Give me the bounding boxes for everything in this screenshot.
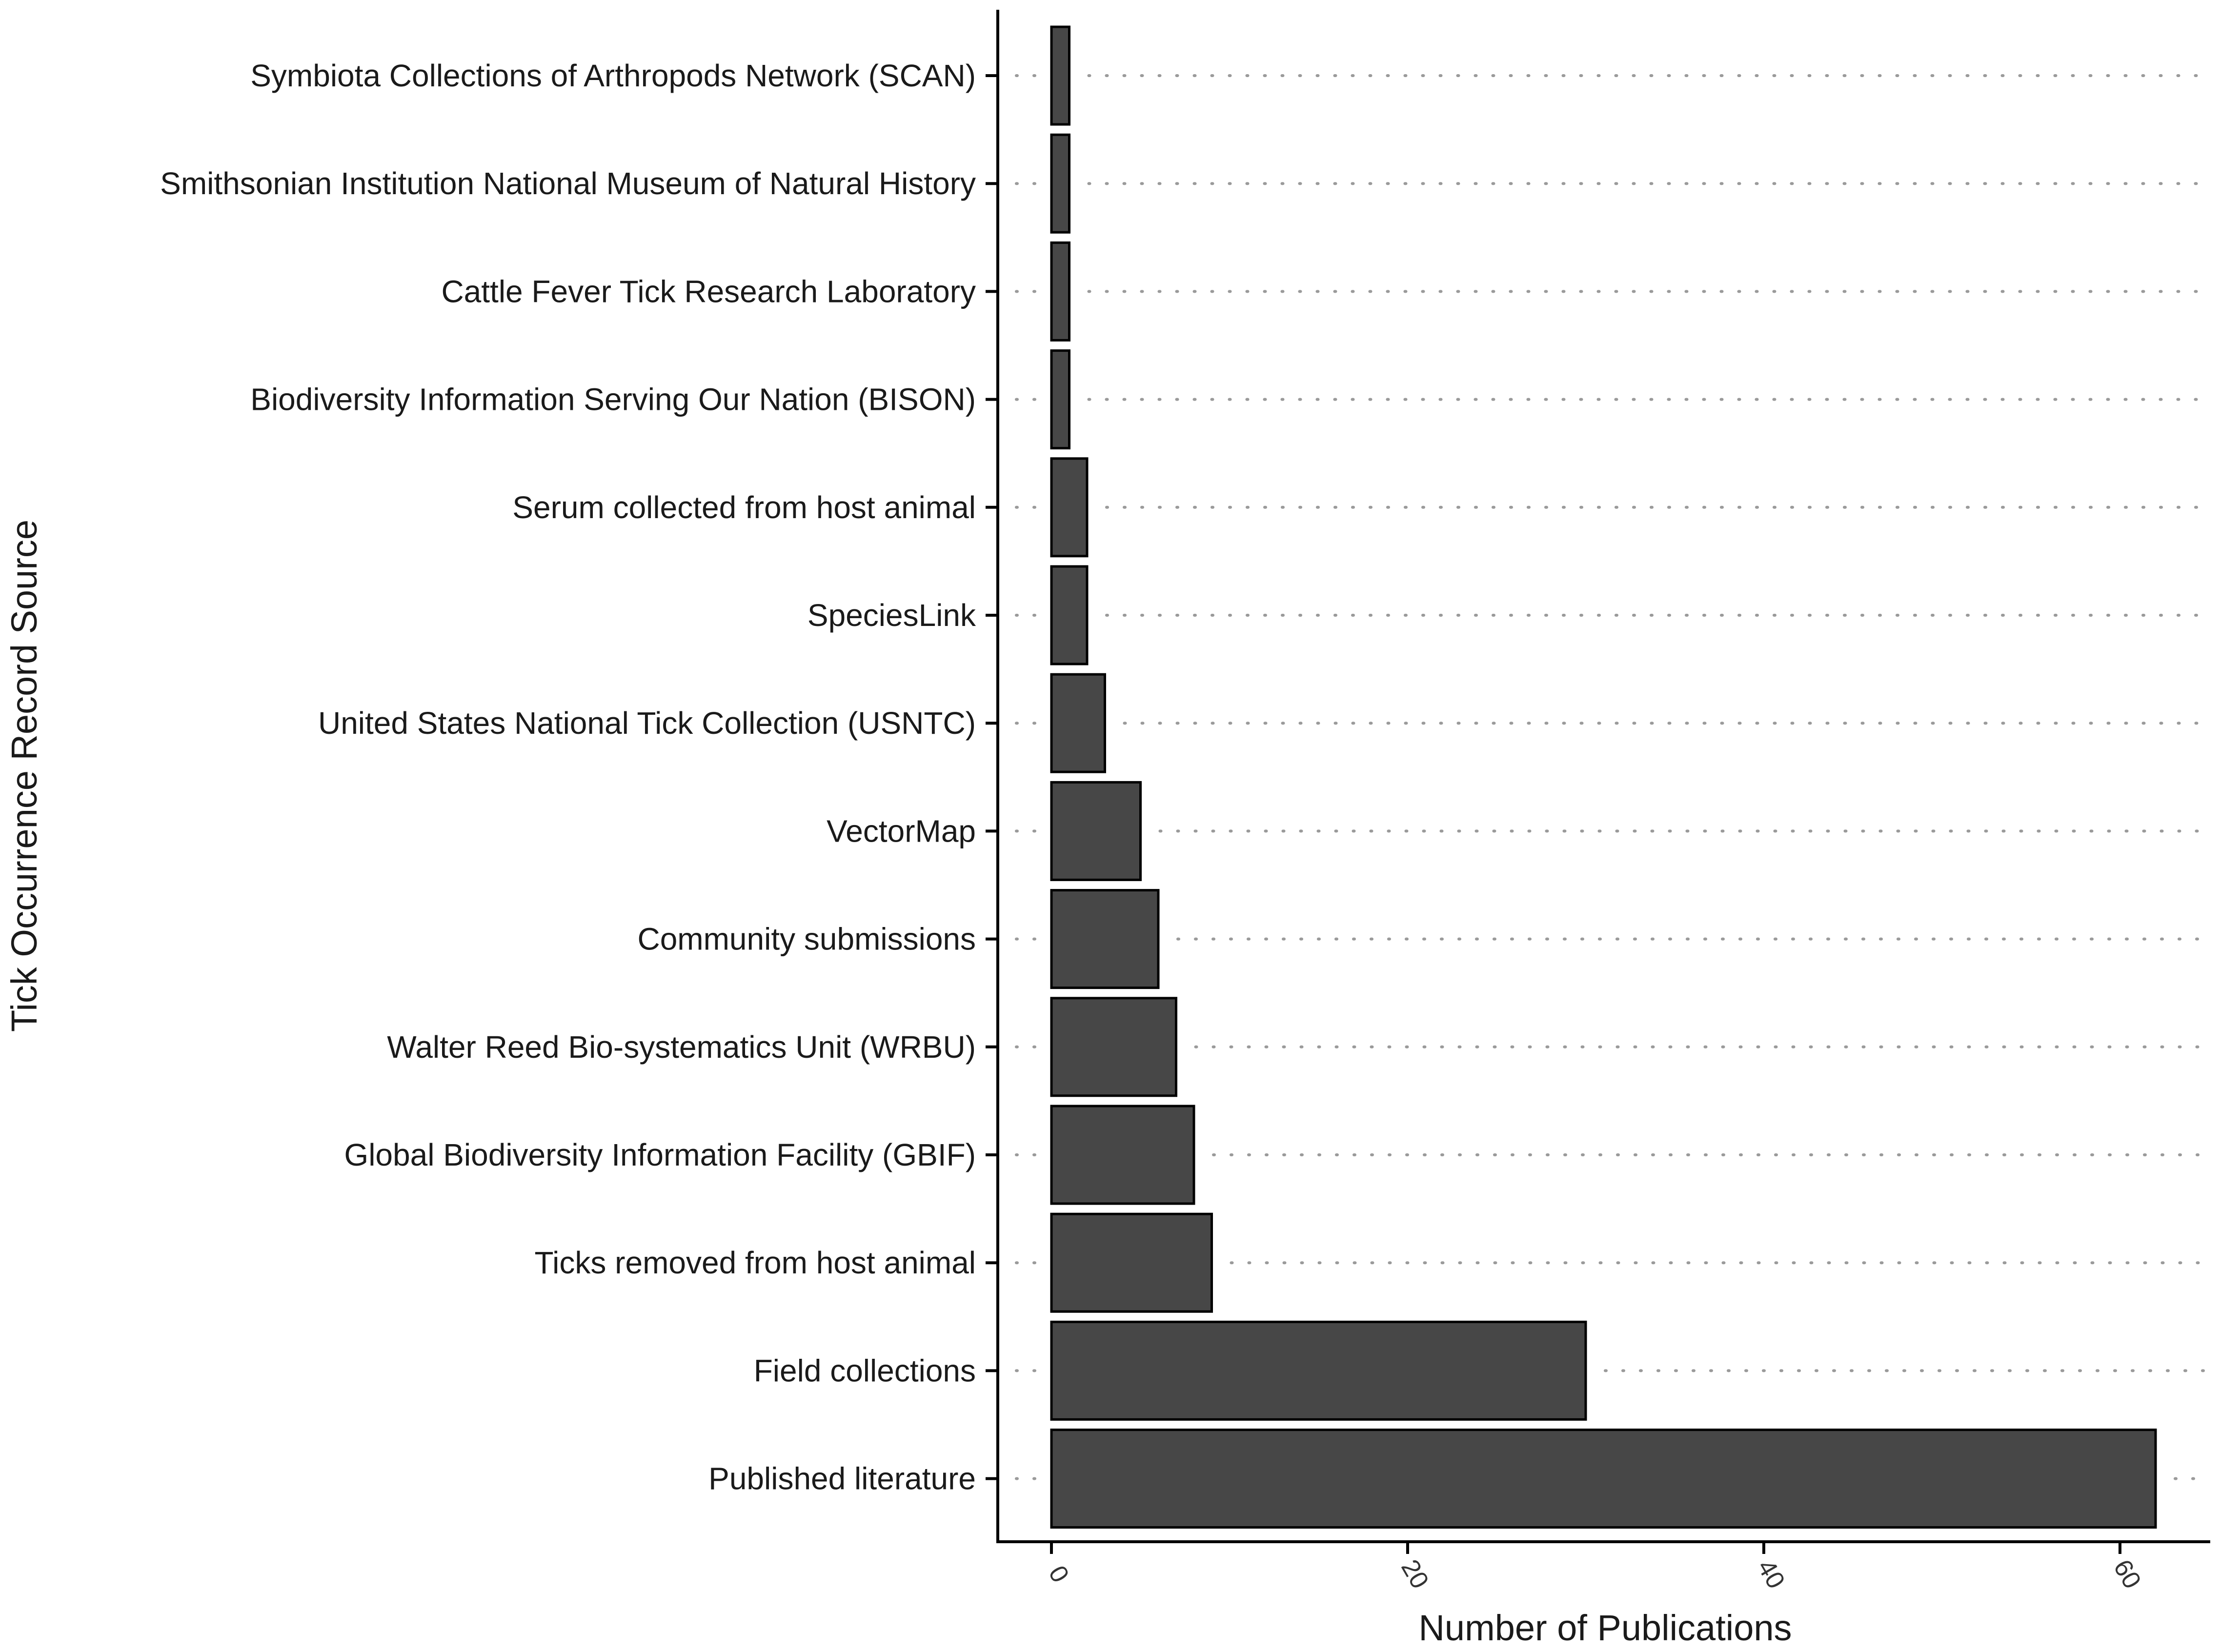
y-tick-label: Community submissions [637,922,976,957]
y-tick-label: Walter Reed Bio-systematics Unit (WRBU) [387,1029,976,1065]
y-tick-label: SpeciesLink [807,598,976,633]
y-tick-label: Ticks removed from host animal [534,1245,976,1280]
bar [1050,781,1142,881]
grid-lines [1015,74,2212,1480]
bar [1050,349,1070,450]
bar [1050,673,1106,773]
y-axis-title: Tick Occurrence Record Source [4,520,44,1032]
bars [1050,25,2157,1529]
y-tick-label: VectorMap [827,813,976,848]
y-tick-label: United States National Tick Collection (… [318,705,976,741]
bar [1050,457,1089,558]
axes [986,10,2210,1554]
bar [1050,133,1070,234]
bar [1050,889,1160,989]
y-tick-label: Cattle Fever Tick Research Laboratory [441,274,976,309]
bar [1050,25,1070,126]
bar [1050,1212,1213,1313]
bar [1050,1105,1195,1205]
y-tick-label: Smithsonian Institution National Museum … [160,166,976,201]
x-tick-labels: 0 20 40 60 [1043,1555,2146,1593]
x-tick-label: 20 [1395,1555,1434,1593]
y-tick-label: Published literature [708,1461,976,1496]
y-tick-label: Serum collected from host animal [512,490,976,525]
bar [1050,565,1089,665]
y-tick-label: Symbiota Collections of Arthropods Netwo… [250,58,976,93]
y-tick-label: Field collections [754,1353,976,1388]
bar [1050,241,1070,342]
bar [1050,1429,2157,1529]
x-tick-label: 60 [2108,1555,2146,1593]
y-tick-label: Biodiversity Information Serving Our Nat… [250,382,976,417]
x-axis-title: Number of Publications [1418,1608,1792,1648]
bar [1050,1320,1587,1421]
y-tick-label: Global Biodiversity Information Facility… [344,1137,976,1172]
y-tick-labels: Symbiota Collections of Arthropods Netwo… [160,58,976,1496]
bar [1050,997,1177,1097]
x-tick-label: 40 [1752,1555,1790,1593]
x-tick-label: 0 [1043,1561,1074,1587]
